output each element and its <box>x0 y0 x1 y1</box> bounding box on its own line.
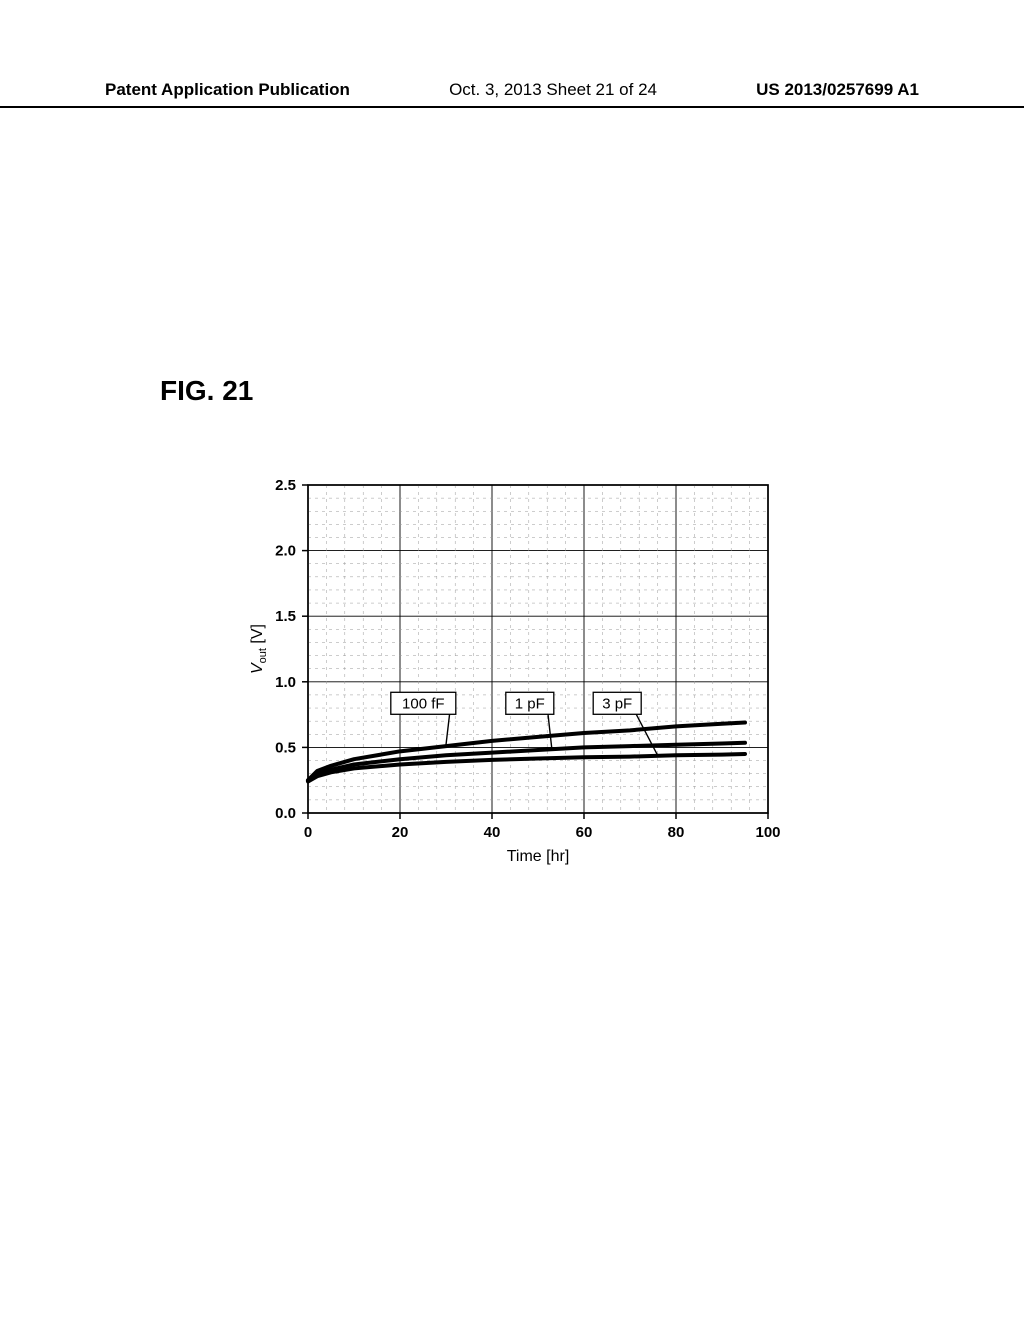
page-header: Patent Application Publication Oct. 3, 2… <box>0 80 1024 108</box>
svg-text:0.5: 0.5 <box>275 739 296 756</box>
header-publication: Patent Application Publication <box>105 80 350 100</box>
svg-text:0.0: 0.0 <box>275 805 296 822</box>
svg-text:2.0: 2.0 <box>275 543 296 560</box>
svg-text:40: 40 <box>484 824 501 841</box>
svg-text:100 fF: 100 fF <box>402 695 445 712</box>
figure-title: FIG. 21 <box>160 375 253 407</box>
svg-text:20: 20 <box>392 824 409 841</box>
header-pub-number: US 2013/0257699 A1 <box>756 80 919 100</box>
svg-text:100: 100 <box>755 824 780 841</box>
svg-text:Time [hr]: Time [hr] <box>507 848 570 865</box>
svg-text:80: 80 <box>668 824 685 841</box>
svg-text:2.5: 2.5 <box>275 477 296 494</box>
svg-text:60: 60 <box>576 824 593 841</box>
svg-text:0: 0 <box>304 824 312 841</box>
header-sheet-info: Oct. 3, 2013 Sheet 21 of 24 <box>449 80 657 100</box>
svg-text:1.0: 1.0 <box>275 674 296 691</box>
svg-text:Vout [V]: Vout [V] <box>249 624 269 674</box>
svg-text:3 pF: 3 pF <box>602 695 632 712</box>
svg-text:1 pF: 1 pF <box>515 695 545 712</box>
chart-svg: 0 20 40 60 80 100 0.0 0.5 1.0 1.5 2.0 2.5 Time [hr] V… <box>242 477 802 882</box>
vout-vs-time-chart: 0 20 40 60 80 100 0.0 0.5 1.0 1.5 2.0 2.5 Time [hr] V… <box>242 477 802 882</box>
svg-text:1.5: 1.5 <box>275 608 296 625</box>
